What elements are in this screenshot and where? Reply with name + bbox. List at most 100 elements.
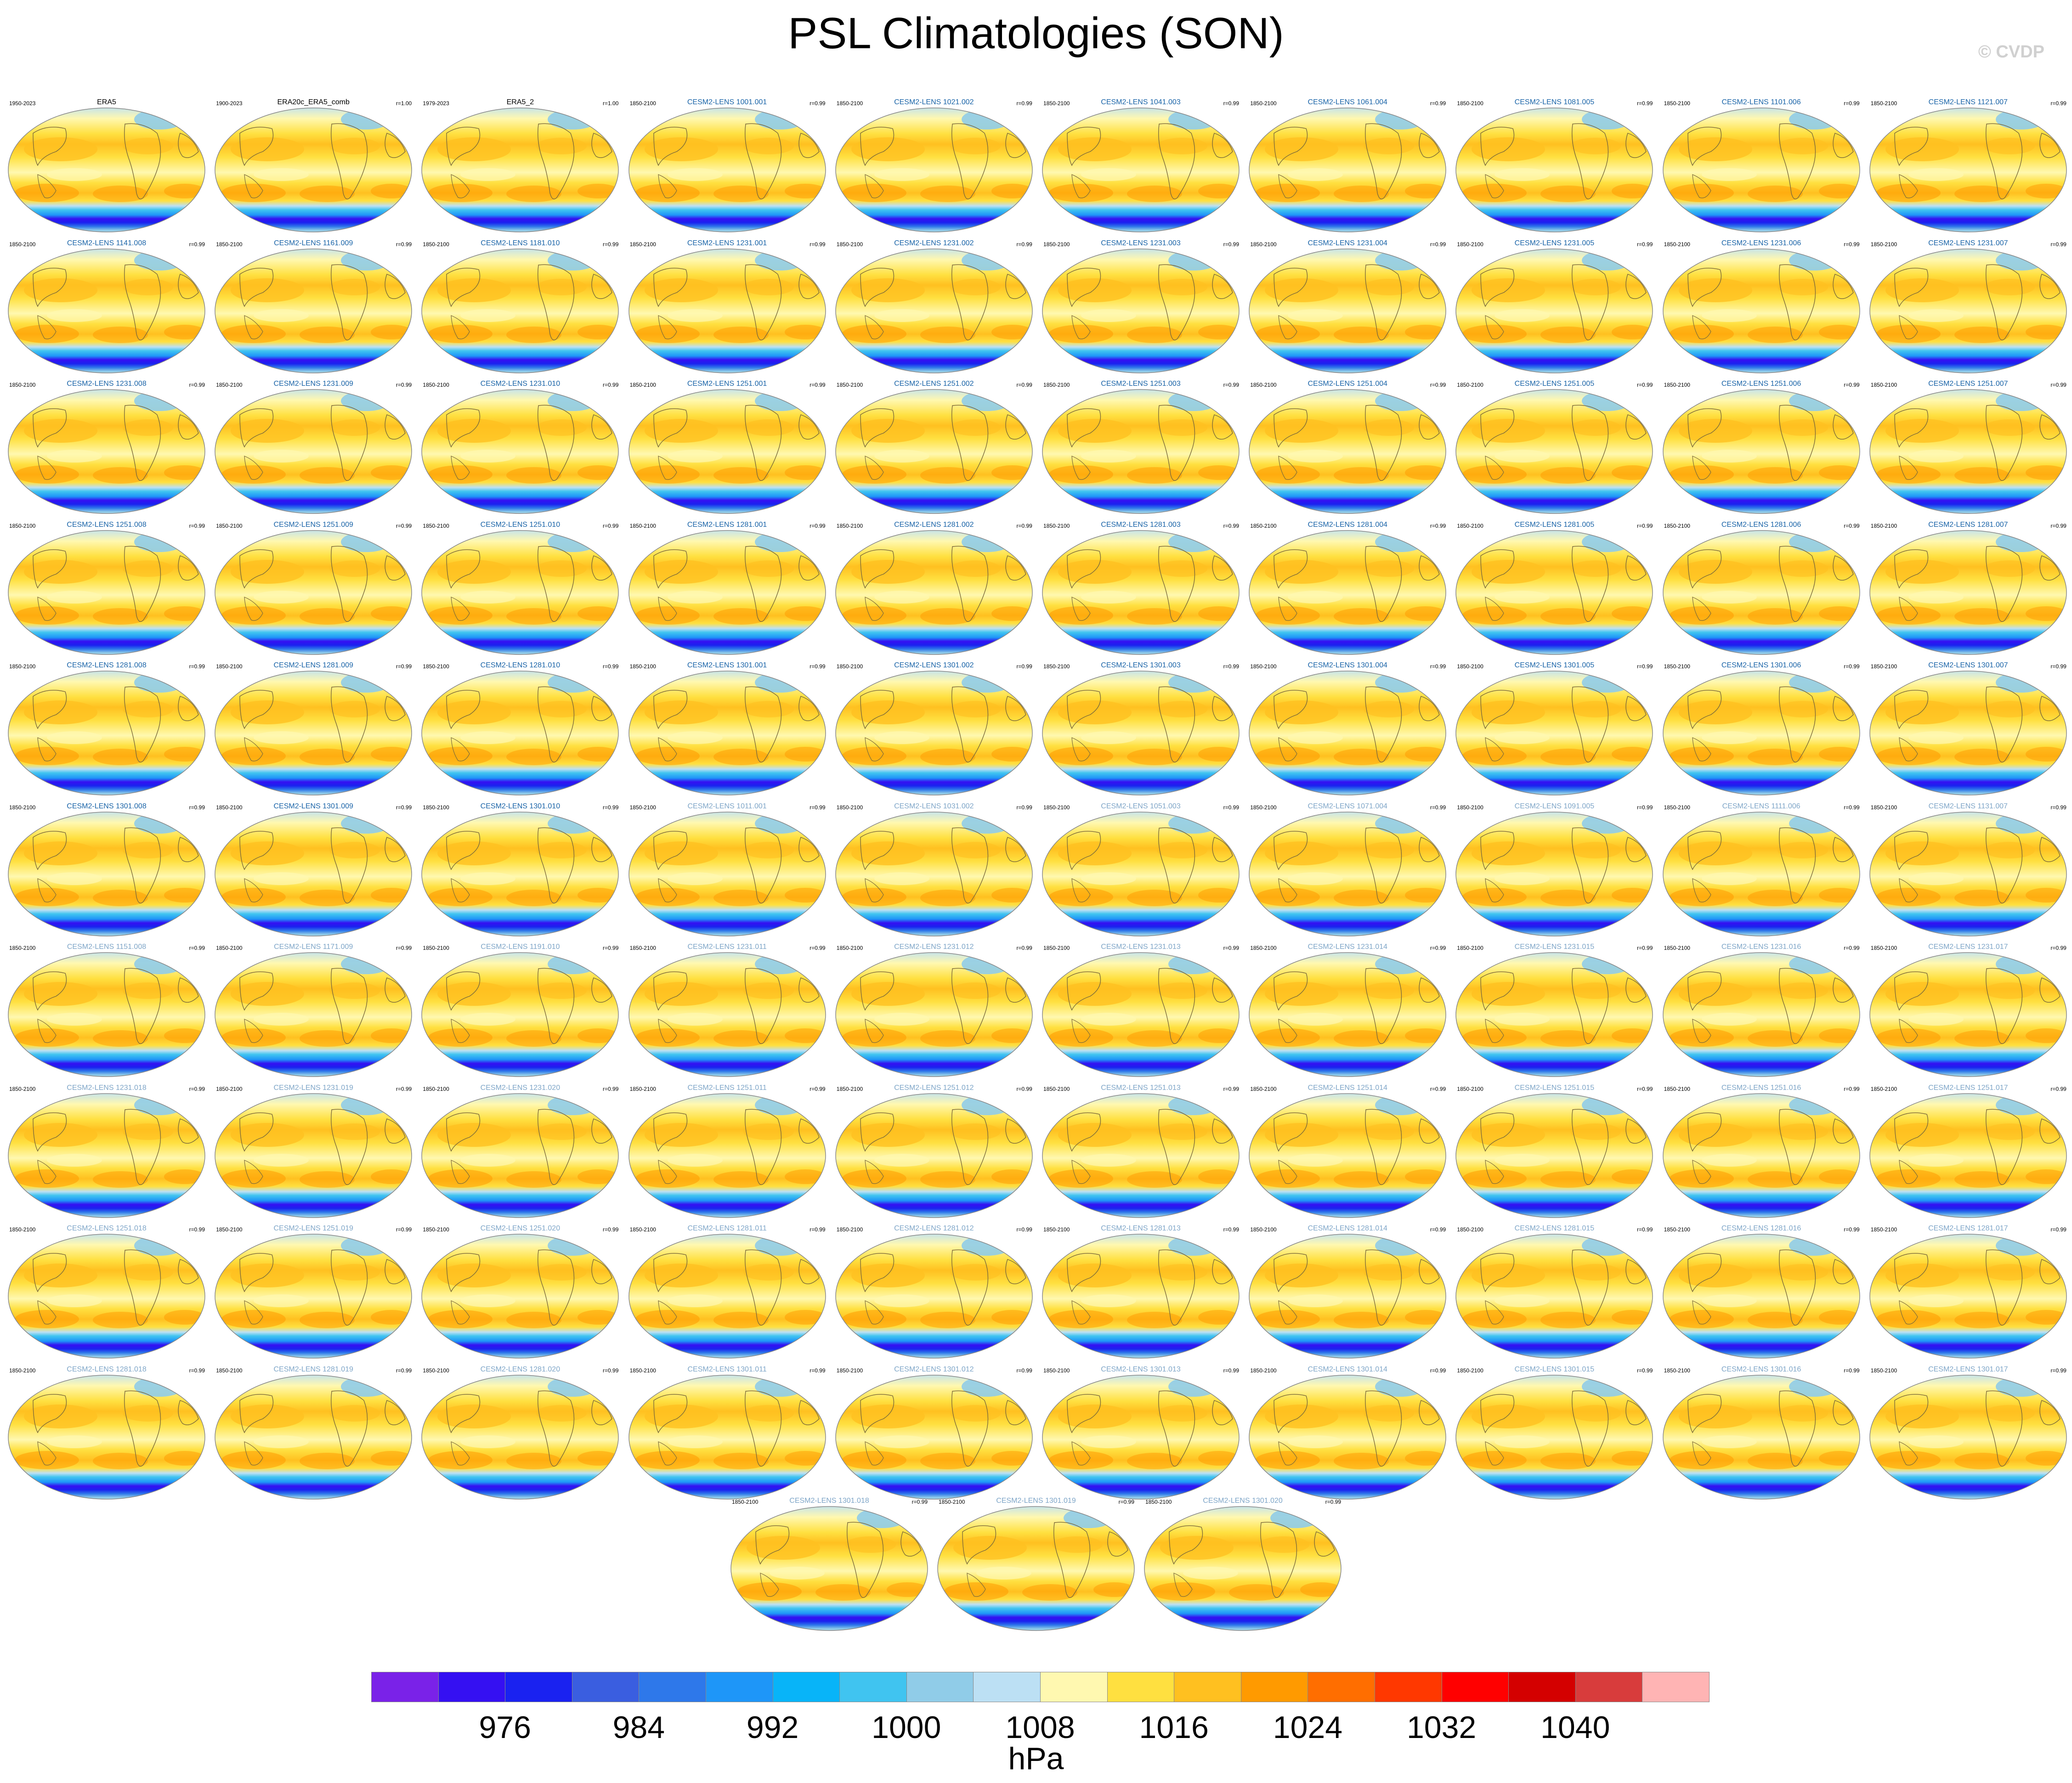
panel-years: 1850-2100 <box>423 804 449 811</box>
map-panel: 1850-2100 CESM2-LENS 1101.006 r=0.99 <box>1660 96 1863 234</box>
map-panel: 1850-2100 CESM2-LENS 1281.008 r=0.99 <box>6 660 208 797</box>
map-panel: 1850-2100 CESM2-LENS 1301.002 r=0.99 <box>833 660 1035 797</box>
panel-correlation: r=0.99 <box>396 663 412 670</box>
panel-years: 1850-2100 <box>1664 945 1690 951</box>
panel-years: 1850-2100 <box>939 1499 965 1505</box>
panel-title: ERA5 <box>97 98 116 106</box>
panel-years: 1850-2100 <box>216 663 243 670</box>
psl-map <box>1042 671 1240 796</box>
panel-title: CESM2-LENS 1281.015 <box>1514 1224 1595 1232</box>
panel-years: 1850-2100 <box>423 1226 449 1233</box>
psl-map <box>215 389 412 514</box>
psl-map <box>835 530 1033 655</box>
panel-years: 1850-2100 <box>1043 804 1070 811</box>
psl-map <box>8 952 205 1077</box>
colorbar-segment <box>839 1672 907 1702</box>
map-panel: 1850-2100 CESM2-LENS 1081.005 r=0.99 <box>1453 96 1655 234</box>
psl-map <box>835 811 1033 937</box>
map-panel: 1850-2100 CESM2-LENS 1001.001 r=0.99 <box>626 96 828 234</box>
panel-correlation: r=0.99 <box>603 1367 619 1374</box>
panel-title: CESM2-LENS 1041.003 <box>1101 98 1181 106</box>
map-panel: 1850-2100 CESM2-LENS 1251.002 r=0.99 <box>833 378 1035 516</box>
psl-map <box>835 1374 1033 1500</box>
panel-correlation: r=0.99 <box>189 663 205 670</box>
panel-correlation: r=0.99 <box>810 1226 826 1233</box>
psl-map <box>421 671 619 796</box>
map-panel: 1850-2100 CESM2-LENS 1281.001 r=0.99 <box>626 519 828 657</box>
panel-years: 1850-2100 <box>629 382 656 388</box>
map-panel: 1850-2100 CESM2-LENS 1301.010 r=0.99 <box>419 801 621 938</box>
panel-years: 1850-2100 <box>216 804 243 811</box>
psl-map <box>1662 1234 1860 1359</box>
panel-correlation: r=0.99 <box>1844 1226 1860 1233</box>
psl-map <box>1662 107 1860 232</box>
colorbar-segment <box>371 1672 439 1702</box>
panel-title: CESM2-LENS 1251.013 <box>1101 1083 1181 1092</box>
map-panel: 1979-2023 ERA5_2 r=1.00 <box>419 96 621 234</box>
colorbar-tick-label: 1040 <box>1540 1710 1610 1745</box>
psl-map <box>628 389 826 514</box>
colorbar-tick-label: 1000 <box>872 1710 941 1745</box>
panel-years: 1850-2100 <box>423 241 449 248</box>
panel-years: 1850-2100 <box>629 1085 656 1092</box>
panel-grid: 1950-2023 ERA5 1900-2023 ERA20c_ERA5_comb r=… <box>6 96 2069 1631</box>
panel-title: CESM2-LENS 1281.008 <box>67 661 147 669</box>
panel-title: CESM2-LENS 1281.003 <box>1101 520 1181 529</box>
map-panel: 1850-2100 CESM2-LENS 1231.002 r=0.99 <box>833 237 1035 375</box>
panel-correlation: r=0.99 <box>810 241 826 248</box>
panel-correlation: r=0.99 <box>1844 1085 1860 1092</box>
psl-map <box>1455 1093 1653 1218</box>
panel-title: CESM2-LENS 1161.009 <box>274 239 353 247</box>
panel-years: 1850-2100 <box>216 1367 243 1374</box>
panel-title: CESM2-LENS 1231.019 <box>273 1083 353 1092</box>
psl-map <box>1455 952 1653 1077</box>
panel-correlation: r=0.99 <box>1223 945 1239 951</box>
panel-title: CESM2-LENS 1301.010 <box>480 802 560 810</box>
panel-correlation: r=0.99 <box>810 522 826 529</box>
panel-correlation: r=0.99 <box>1430 1085 1446 1092</box>
psl-map <box>1869 530 2067 655</box>
panel-correlation: r=0.99 <box>1223 522 1239 529</box>
panel-years: 1850-2100 <box>1870 804 1897 811</box>
psl-map <box>730 1506 928 1631</box>
psl-map <box>1869 248 2067 373</box>
psl-map <box>8 1093 205 1218</box>
map-panel: 1850-2100 CESM2-LENS 1301.015 r=0.99 <box>1453 1364 1655 1501</box>
panel-years: 1850-2100 <box>836 100 863 107</box>
map-panel: 1850-2100 CESM2-LENS 1301.007 r=0.99 <box>1867 660 2069 797</box>
map-panel: 1850-2100 CESM2-LENS 1281.018 r=0.99 <box>6 1364 208 1501</box>
panel-title: CESM2-LENS 1141.008 <box>67 239 147 247</box>
panel-title: CESM2-LENS 1301.006 <box>1721 661 1801 669</box>
map-panel: 1850-2100 CESM2-LENS 1231.003 r=0.99 <box>1040 237 1242 375</box>
map-panel: 1850-2100 CESM2-LENS 1231.014 r=0.99 <box>1246 941 1449 1079</box>
panel-years: 1850-2100 <box>1043 382 1070 388</box>
map-panel: 1850-2100 CESM2-LENS 1251.003 r=0.99 <box>1040 378 1242 516</box>
psl-map <box>1249 952 1446 1077</box>
colorbar-segment <box>1040 1672 1108 1702</box>
psl-map <box>1662 530 1860 655</box>
panel-title: CESM2-LENS 1151.008 <box>67 943 147 951</box>
map-panel: 1900-2023 ERA20c_ERA5_comb r=1.00 <box>212 96 414 234</box>
colorbar-segment <box>1508 1672 1576 1702</box>
panel-years: 1850-2100 <box>836 241 863 248</box>
panel-title: CESM2-LENS 1281.005 <box>1514 520 1595 529</box>
psl-map <box>1042 1234 1240 1359</box>
panel-years: 1850-2100 <box>423 945 449 951</box>
panel-correlation: r=0.99 <box>1637 241 1653 248</box>
panel-title: CESM2-LENS 1251.018 <box>67 1224 147 1232</box>
map-panel: 1850-2100 CESM2-LENS 1231.018 r=0.99 <box>6 1082 208 1220</box>
panel-correlation: r=0.99 <box>1430 100 1446 107</box>
panel-correlation: r=0.99 <box>1223 1367 1239 1374</box>
panel-years: 1850-2100 <box>1870 1367 1897 1374</box>
colorbar-segment <box>706 1672 773 1702</box>
colorbar-segment <box>1441 1672 1509 1702</box>
panel-years: 1850-2100 <box>1870 382 1897 388</box>
panel-correlation: r=0.99 <box>189 1226 205 1233</box>
panel-title: CESM2-LENS 1301.004 <box>1308 661 1387 669</box>
psl-map <box>628 952 826 1077</box>
panel-correlation: r=0.99 <box>1637 382 1653 388</box>
panel-title: CESM2-LENS 1121.007 <box>1928 98 2008 106</box>
psl-map <box>1662 1374 1860 1500</box>
map-panel: 1850-2100 CESM2-LENS 1141.008 r=0.99 <box>6 237 208 375</box>
colorbar-segment <box>1107 1672 1175 1702</box>
